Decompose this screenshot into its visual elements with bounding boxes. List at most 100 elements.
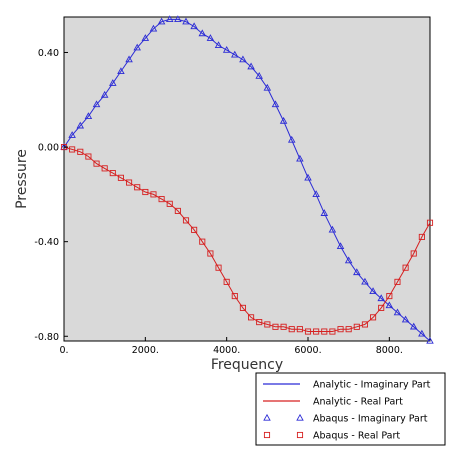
data-point [117, 67, 125, 75]
data-point [191, 226, 198, 233]
x-tick-label: 0. [59, 345, 68, 356]
data-point [76, 121, 85, 129]
series-abaqus-real-part [60, 144, 434, 335]
legend-label: Abaqus - Real Part [313, 431, 400, 442]
data-point [353, 268, 361, 276]
data-point [344, 256, 353, 264]
legend-box [255, 372, 446, 446]
data-point [353, 323, 360, 330]
data-point [279, 116, 288, 124]
data-point [296, 326, 303, 333]
data-point [321, 328, 328, 335]
legend-item: Abaqus - Real Part [263, 431, 400, 442]
data-point [141, 34, 150, 41]
data-point [182, 17, 190, 25]
data-point [410, 250, 417, 257]
data-point [426, 219, 434, 226]
data-point [214, 41, 223, 49]
data-point [149, 24, 158, 32]
data-point [117, 174, 124, 181]
data-point [385, 301, 394, 309]
data-point [280, 323, 287, 330]
data-point [93, 160, 100, 167]
series-analytic-real-part [63, 146, 431, 332]
legend: Analytic - Imaginary Part Analytic - Real… [255, 372, 446, 446]
data-point [336, 242, 345, 250]
data-point [328, 225, 337, 233]
data-point [206, 34, 215, 41]
data-point [198, 29, 207, 37]
data-point [377, 294, 385, 302]
data-point [247, 62, 255, 70]
series-analytic-imaginary-part [63, 18, 431, 342]
data-point [125, 55, 133, 63]
x-tick-label: 6000. [294, 345, 321, 356]
series-layer [60, 15, 434, 344]
data-point [370, 314, 377, 321]
data-point [222, 45, 231, 53]
y-tick-label: -0.40 [34, 237, 59, 248]
data-point [401, 315, 410, 323]
data-point [109, 79, 117, 86]
y-tick-label: 0.40 [38, 48, 59, 59]
data-point [264, 321, 271, 328]
legend-swatch [263, 431, 271, 439]
data-point [361, 321, 368, 328]
data-point [288, 326, 295, 333]
data-point [182, 217, 190, 224]
data-point [133, 43, 141, 51]
data-point [312, 190, 320, 198]
data-point [231, 50, 239, 58]
data-point [190, 22, 198, 30]
x-tick-label: 4000. [213, 345, 240, 356]
data-point [165, 15, 174, 23]
data-point [386, 293, 393, 300]
legend-swatch [296, 431, 304, 439]
x-tick-label: 2000. [132, 345, 159, 356]
data-point [142, 188, 149, 196]
data-point [409, 322, 418, 330]
data-point [223, 278, 230, 285]
data-point [69, 146, 76, 153]
data-point [239, 304, 246, 311]
legend-swatch [296, 413, 304, 421]
data-point [109, 170, 116, 177]
data-point [304, 328, 312, 335]
data-point [393, 308, 402, 316]
y-axis-title: Pressure [14, 149, 30, 209]
data-point [166, 200, 173, 207]
data-point [272, 323, 279, 330]
data-point [345, 326, 352, 333]
data-point [126, 179, 133, 186]
data-point [304, 173, 312, 181]
data-point [426, 336, 434, 344]
legend-label: Abaqus - Imaginary Part [313, 414, 428, 425]
legend-item: Analytic - Real Part [263, 397, 403, 408]
data-point [378, 304, 385, 311]
data-point [68, 131, 76, 138]
legend-items: Analytic - Imaginary Part Analytic - Real… [263, 380, 431, 442]
data-point [77, 148, 84, 155]
data-point [174, 207, 181, 214]
legend-item: Analytic - Imaginary Part [263, 380, 431, 391]
data-point [134, 184, 141, 191]
data-point [231, 293, 238, 300]
data-point [174, 15, 182, 23]
legend-label: Analytic - Imaginary Part [313, 380, 431, 391]
legend-swatch [263, 413, 271, 421]
data-point [337, 326, 344, 333]
data-point [296, 154, 304, 162]
data-point [263, 83, 272, 91]
data-point [150, 191, 157, 198]
data-point [369, 287, 377, 294]
data-point [215, 264, 222, 271]
data-point [402, 264, 409, 271]
data-point [320, 209, 329, 216]
data-point [84, 112, 93, 119]
legend-label: Analytic - Real Part [313, 397, 403, 408]
data-point [418, 329, 426, 337]
data-point [199, 238, 206, 245]
data-point [256, 319, 263, 326]
x-tick-label: 8000. [376, 345, 403, 356]
